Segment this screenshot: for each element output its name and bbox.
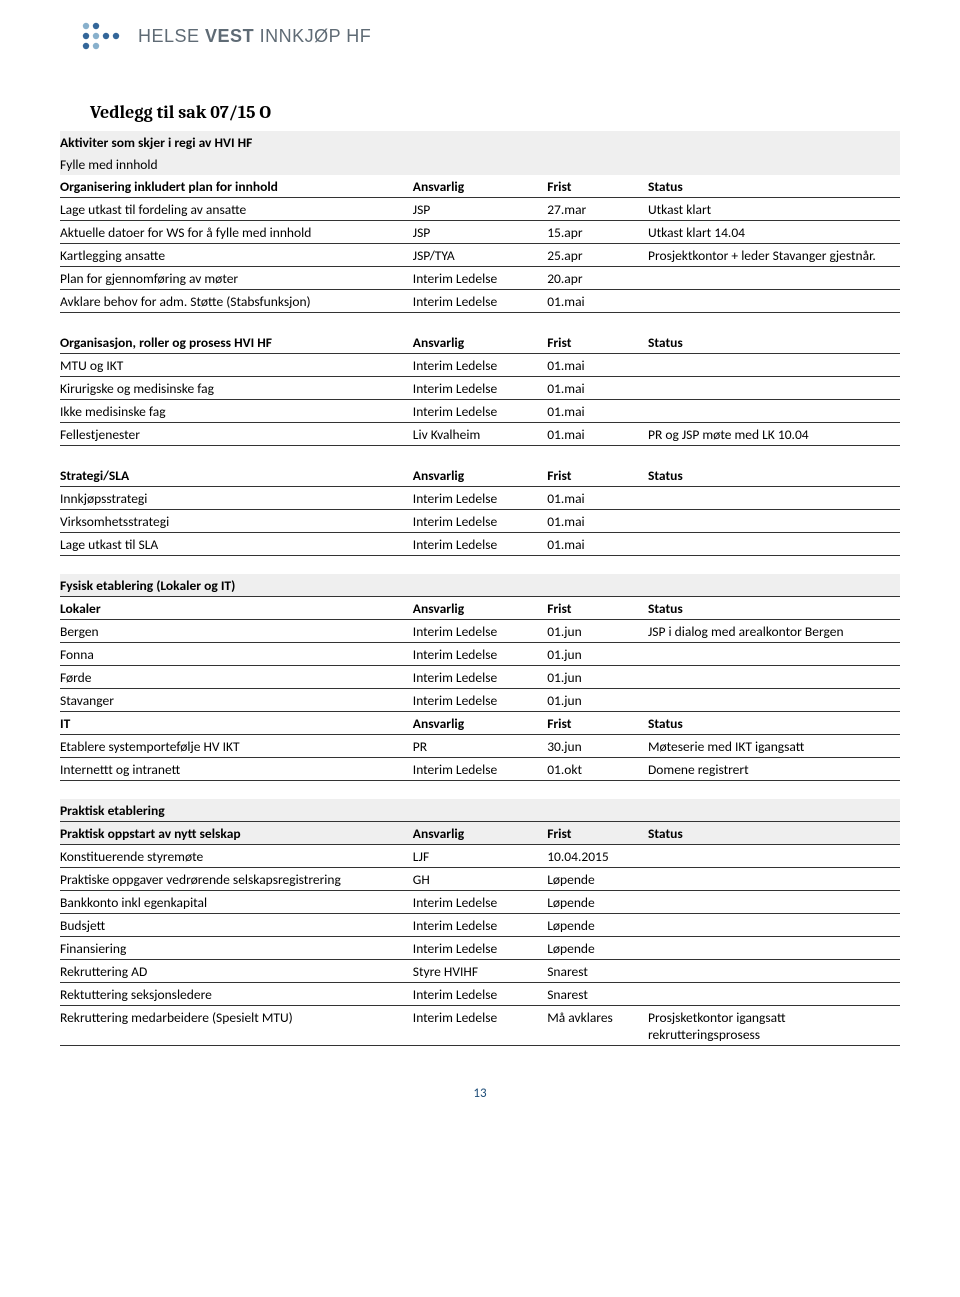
section-table: Aktiviter som skjer i regi av HVI HFFyll… [60,131,900,313]
section-header: Organisasjon, roller og prosess HVI HF [60,331,413,354]
table-row: Stavanger [60,689,413,712]
page-number: 13 [60,1086,900,1101]
table-row: Plan for gjennomføring av møter [60,267,413,290]
section-pretext: Fylle med innhold [60,153,413,175]
table-row: Aktuelle datoer for WS for å fylle med i… [60,221,413,244]
logo-icon [80,20,124,52]
table-row: Kartlegging ansatte [60,244,413,267]
logo-text-2: VEST [205,26,254,46]
table-row: Internettt og intranett [60,758,413,781]
section-pretext: Praktisk etablering [60,799,413,822]
section-header: Strategi/SLA [60,464,413,487]
table-row: MTU og IKT [60,354,413,377]
table-row: Fonna [60,643,413,666]
logo-text: HELSE VEST INNKJØP HF [138,26,371,47]
logo-text-1: HELSE [138,26,200,46]
section-header: Praktisk oppstart av nytt selskap [60,822,413,845]
table-row: Rekruttering medarbeidere (Spesielt MTU) [60,1006,413,1046]
document-title: Vedlegg til sak 07/15 O [90,102,900,123]
section-pretext: Aktiviter som skjer i regi av HVI HF [60,131,413,153]
table-row: Bergen [60,620,413,643]
table-row: Finansiering [60,937,413,960]
section-table: Praktisk etableringPraktisk oppstart av … [60,799,900,1046]
table-row: Fellestjenester [60,423,413,446]
table-row: Lage utkast til SLA [60,533,413,556]
table-row: Rektuttering seksjonsledere [60,983,413,1006]
table-row: Etablere systemportefølje HV IKT [60,735,413,758]
section-table: Strategi/SLAAnsvarligFristStatusInnkjøps… [60,464,900,556]
section-pretext: Fysisk etablering (Lokaler og IT) [60,574,413,597]
logo: HELSE VEST INNKJØP HF [80,20,900,52]
table-row: Bankkonto inkl egenkapital [60,891,413,914]
section-table: Fysisk etablering (Lokaler og IT)Lokaler… [60,574,900,781]
table-row: Rekruttering AD [60,960,413,983]
section-subheader: IT [60,712,413,735]
section-header: Lokaler [60,597,413,620]
sections-container: Aktiviter som skjer i regi av HVI HFFyll… [60,131,900,1046]
table-row: Lage utkast til fordeling av ansatte [60,198,413,221]
table-row: Konstituerende styremøte [60,845,413,868]
table-row: Ikke medisinske fag [60,400,413,423]
section-table: Organisasjon, roller og prosess HVI HFAn… [60,331,900,446]
section-header: Organisering inkludert plan for innhold [60,175,413,198]
table-row: Avklare behov for adm. Støtte (Stabsfunk… [60,290,413,313]
logo-text-3: INNKJØP HF [260,26,372,46]
table-row: Virksomhetsstrategi [60,510,413,533]
table-row: Førde [60,666,413,689]
table-row: Budsjett [60,914,413,937]
table-row: Kirurigske og medisinske fag [60,377,413,400]
table-row: Innkjøpsstrategi [60,487,413,510]
table-row: Praktiske oppgaver vedrørende selskapsre… [60,868,413,891]
